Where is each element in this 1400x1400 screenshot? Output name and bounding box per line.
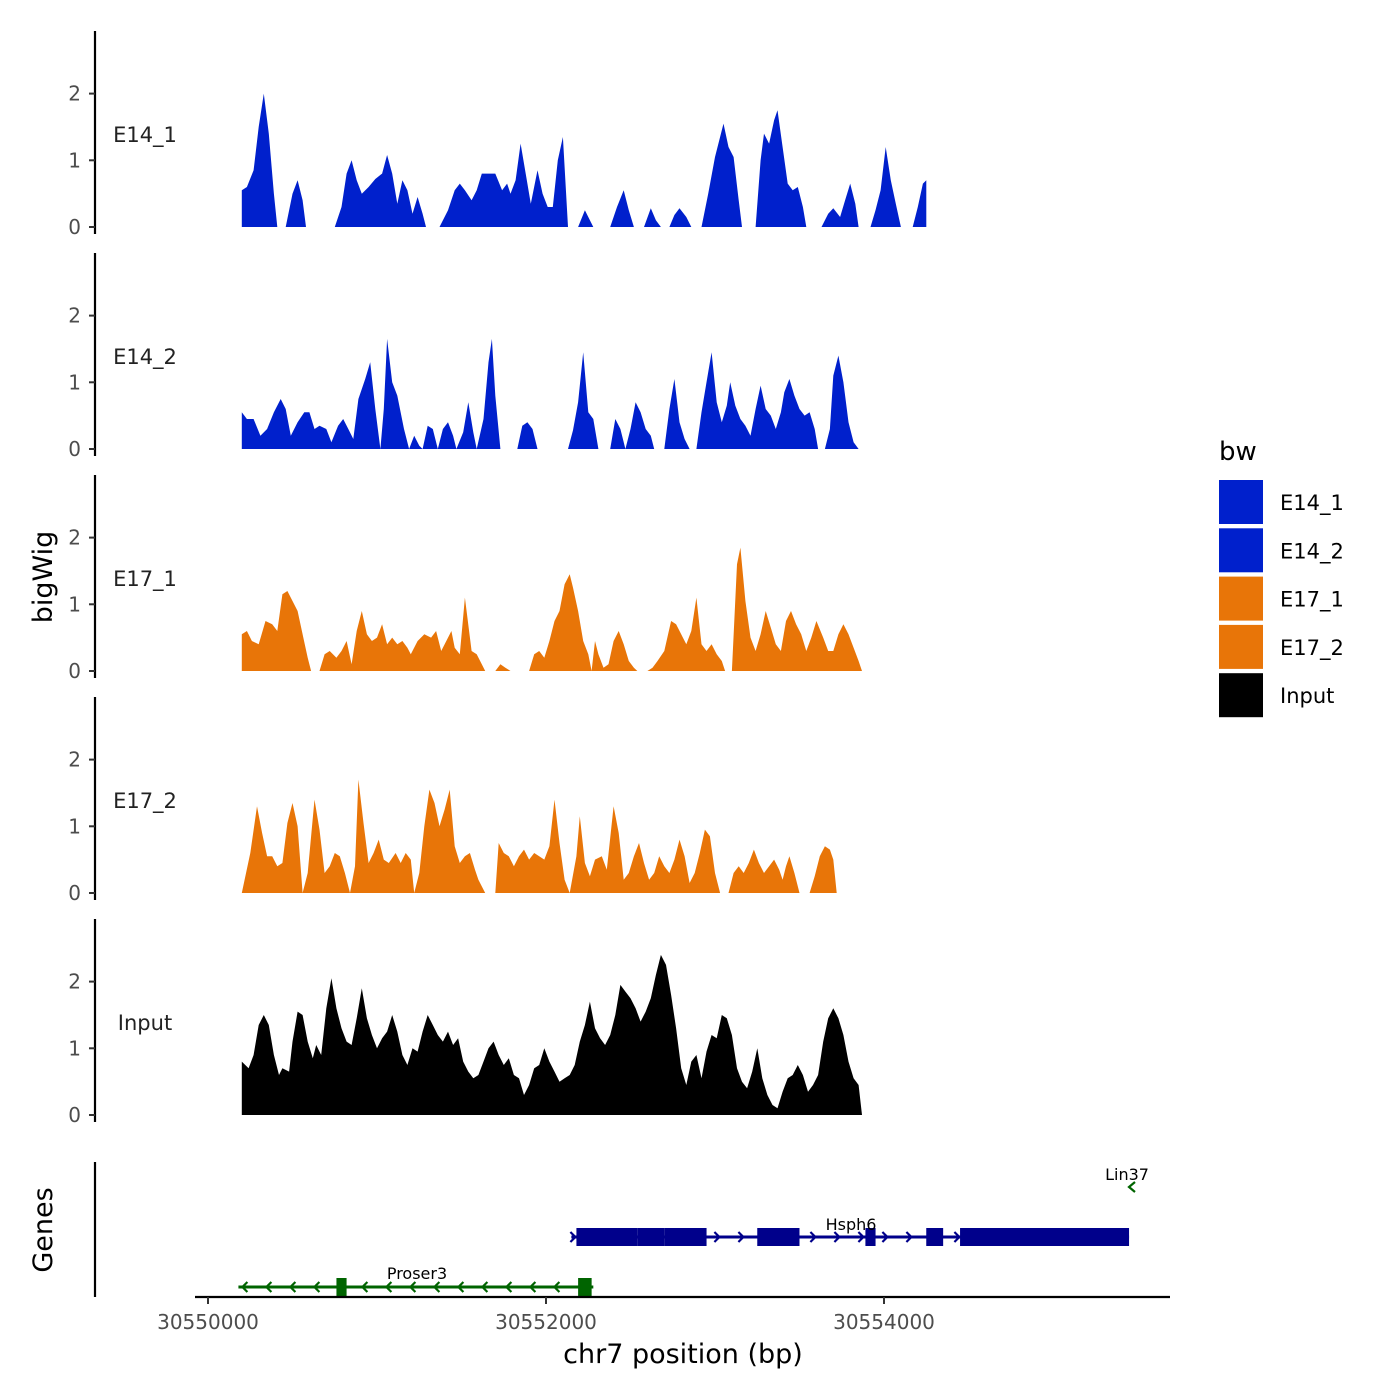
x-axis: 30550000 30552000 30554000 <box>157 1295 1170 1334</box>
y-tick-label: 2 <box>68 82 81 106</box>
strand-chevron <box>809 1231 817 1243</box>
track-e17-2: 0 1 2 E17_2 <box>68 697 837 905</box>
strand-chevron <box>456 1281 465 1293</box>
strand-chevron <box>552 1281 561 1293</box>
track-e17-1: 0 1 2 E17_1 <box>68 475 863 683</box>
track-label: E17_2 <box>113 789 177 814</box>
strand-chevron <box>713 1231 721 1243</box>
gene-label: Proser3 <box>387 1264 447 1283</box>
gene-exon <box>960 1228 1130 1246</box>
strand-chevron <box>504 1281 513 1293</box>
strand-chevron <box>857 1231 865 1243</box>
strand-chevron <box>360 1281 369 1293</box>
series-area-e14-1 <box>241 93 927 227</box>
strand-chevron <box>408 1281 417 1293</box>
y-tick-label: 1 <box>68 1036 81 1060</box>
strand-chevron <box>905 1231 913 1243</box>
genes-axis-title: Genes <box>28 1187 59 1272</box>
legend-title: bw <box>1219 437 1257 467</box>
y-tick-label: 2 <box>68 526 81 550</box>
strand-chevron <box>432 1281 441 1293</box>
y-tick-label: 1 <box>68 148 81 172</box>
legend-label-input: Input <box>1280 684 1334 708</box>
y-tick-label: 0 <box>68 1103 81 1127</box>
y-tick-label: 0 <box>68 659 81 683</box>
legend-swatch-input <box>1219 673 1263 718</box>
gene-exon <box>664 1228 707 1246</box>
y-tick-label: 0 <box>68 881 81 905</box>
legend: bw E14_1 E14_2 E17_1 E17_2 Input <box>1219 437 1344 718</box>
track-input: 0 1 2 Input <box>68 919 863 1127</box>
strand-chevron <box>288 1281 297 1293</box>
gene-exon <box>926 1228 944 1246</box>
y-tick-label: 2 <box>68 304 81 328</box>
y-tick-label: 0 <box>68 215 81 239</box>
gene-exon <box>865 1228 876 1246</box>
strand-chevron <box>264 1281 273 1293</box>
y-tick-label: 1 <box>68 814 81 838</box>
y-tick-label: 2 <box>68 748 81 772</box>
series-area-e17-1 <box>241 547 863 671</box>
strand-chevron <box>833 1231 841 1243</box>
gene-exon <box>637 1228 665 1246</box>
legend-label-e17-2: E17_2 <box>1280 636 1344 661</box>
gene-exon <box>336 1278 347 1296</box>
y-tick-label: 0 <box>68 437 81 461</box>
x-axis-title: chr7 position (bp) <box>563 1339 803 1370</box>
gene-proser3: Proser3 <box>238 1264 594 1296</box>
track-e14-1: 0 1 2 E14_1 <box>68 31 927 239</box>
y-tick-label: 2 <box>68 970 81 994</box>
y-tick-label: 1 <box>68 592 81 616</box>
legend-swatch-e17-1 <box>1219 576 1263 621</box>
gene-exon <box>576 1228 638 1246</box>
strand-chevron <box>737 1231 745 1243</box>
genes-panel: Lin37 Hsph6 Proser3 <box>93 1162 1149 1297</box>
strand-chevron <box>881 1231 889 1243</box>
series-area-e17-2 <box>241 779 837 893</box>
x-tick-label: 30550000 <box>157 1310 259 1334</box>
series-area-input <box>241 954 863 1115</box>
strand-chevron <box>312 1281 321 1293</box>
gene-exon <box>757 1228 800 1246</box>
legend-swatch-e17-2 <box>1219 624 1263 669</box>
series-area-e14-2 <box>241 338 859 449</box>
y-tick-label: 1 <box>68 370 81 394</box>
legend-label-e17-1: E17_1 <box>1280 588 1344 613</box>
track-label: E14_2 <box>113 345 177 370</box>
strand-chevron <box>569 1231 577 1243</box>
gene-label: Hsph6 <box>826 1215 877 1234</box>
gene-exon <box>578 1278 592 1296</box>
strand-chevron <box>480 1281 489 1293</box>
track-label: E17_1 <box>113 567 177 592</box>
track-label: E14_1 <box>113 123 177 148</box>
gene-lin37: Lin37 <box>1105 1165 1149 1193</box>
x-tick-label: 30554000 <box>833 1310 935 1334</box>
strand-chevron <box>384 1281 393 1293</box>
strand-chevron <box>1127 1181 1136 1193</box>
gene-hsph6: Hsph6 <box>569 1215 1130 1246</box>
strand-chevron <box>528 1281 537 1293</box>
legend-swatch-e14-2 <box>1219 528 1263 573</box>
track-label: Input <box>118 1011 172 1035</box>
x-tick-label: 30552000 <box>495 1310 597 1334</box>
track-panels: 0 1 2 E14_1 0 1 2 E14_2 0 1 2 E17_1 0 1 2 E17_2 0 1 2 Input <box>68 31 927 1127</box>
legend-label-e14-1: E14_1 <box>1280 491 1344 516</box>
strand-chevron <box>953 1231 961 1243</box>
gene-label: Lin37 <box>1105 1165 1149 1184</box>
legend-swatch-e14-1 <box>1219 480 1263 524</box>
y-axis-title: bigWig <box>28 531 59 624</box>
legend-label-e14-2: E14_2 <box>1280 539 1344 564</box>
strand-chevron <box>240 1281 249 1293</box>
track-e14-2: 0 1 2 E14_2 <box>68 253 859 461</box>
